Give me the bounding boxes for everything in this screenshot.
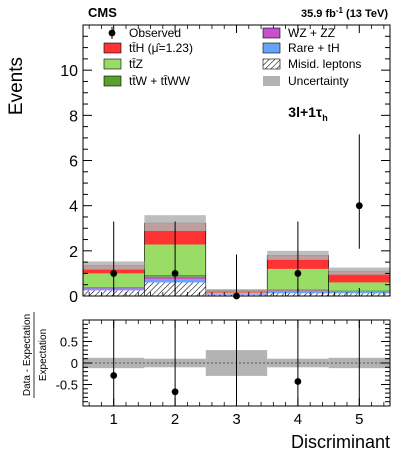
legend-uncertainty: Uncertainty [288,74,349,88]
observed-point-5 [355,202,363,210]
y-tick-label: 0 [69,289,78,306]
x-tick-label: 2 [171,411,179,428]
x-tick-label: 1 [110,411,118,428]
x-tick-label: 4 [294,411,302,428]
observed-point-4 [294,270,302,277]
ratio-point-2 [171,388,179,396]
y-tick-label: 10 [60,63,78,80]
y-tick-label: 4 [69,199,78,216]
legend-wz-zz: WZ + ZZ [288,26,335,40]
legend-swatch [103,58,122,70]
legend-ttz: tt̄Z [129,57,143,71]
y-tick-label: 6 [69,154,78,171]
legend-ttw: tt̄W + tt̄WW [129,74,191,88]
observed-point-2 [171,270,179,277]
y-tick-label: 8 [69,108,78,125]
lumi-label: 35.9 fb-1 (13 TeV) [301,6,388,20]
ratio-axis-title-numerator: Data - Expectation [22,314,33,396]
ratio-point-1 [110,372,118,379]
legend-swatch [263,76,280,86]
x-axis-title: Discriminant [291,432,390,452]
legend-rare: Rare + tH [288,41,340,55]
legend-marker-observed [108,29,116,37]
x-tick-label: 5 [355,411,363,428]
ratio-y-tick-label: 0 [71,356,78,371]
y-tick-label: 2 [69,244,78,261]
legend-tth: tt̄H (μ̂=1.23) [129,41,193,55]
legend-swatch [103,42,122,54]
bar-4-bin-5 [328,282,390,291]
experiment-label: CMS [88,5,117,20]
ratio-point-4 [294,378,302,385]
legend-swatch [262,27,281,39]
legend-swatch [262,42,281,54]
category-label: 3l+1τh [288,104,327,123]
ratio-y-tick-label: 0.5 [60,335,78,350]
bar-5-bin-5 [328,271,390,283]
ratio-axis-title-denominator: Expectation [38,329,49,381]
legend-swatch [262,58,281,70]
legend-swatch [103,75,122,87]
x-tick-label: 3 [232,411,240,428]
y-axis-title: Events [6,57,27,115]
legend-observed: Observed [129,26,181,40]
uncertainty-bin-5 [328,267,390,275]
ratio-y-tick-label: -0.5 [56,378,78,393]
legend-misid: Misid. leptons [288,57,361,71]
observed-point-1 [110,270,118,277]
